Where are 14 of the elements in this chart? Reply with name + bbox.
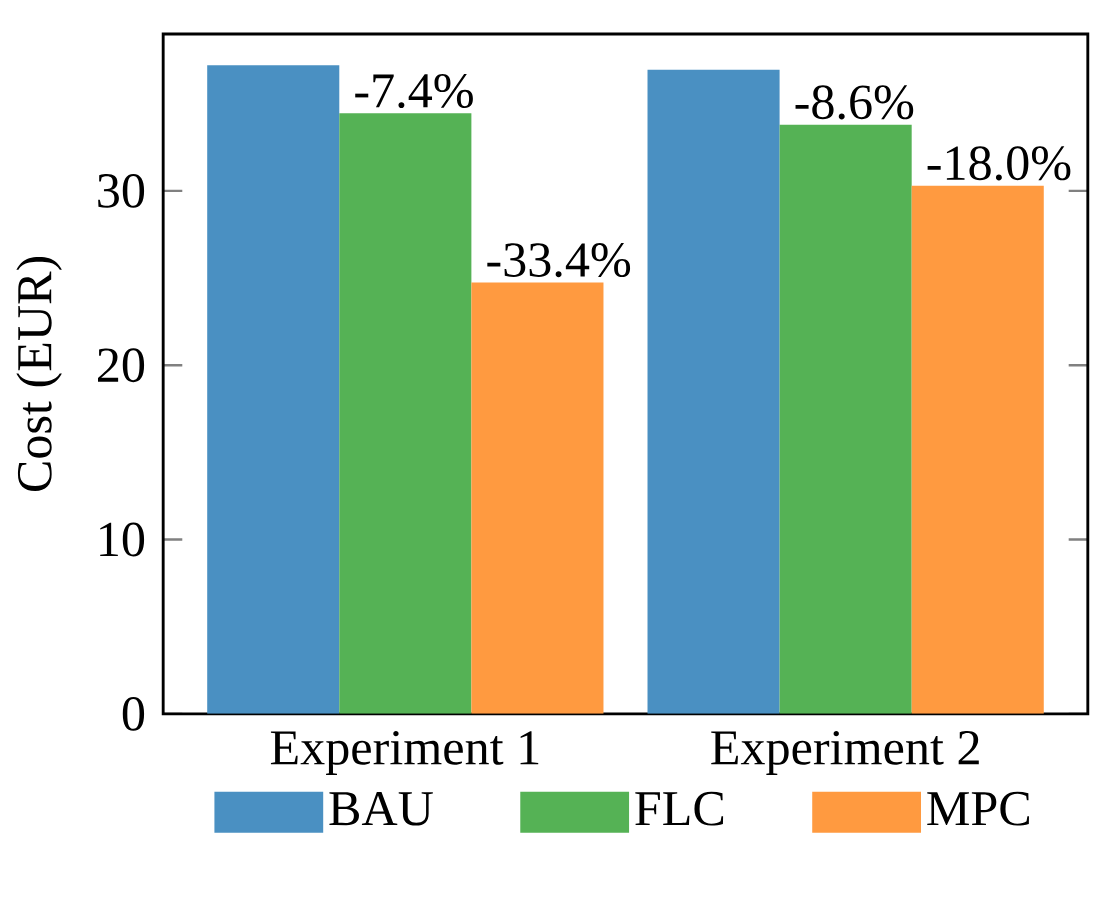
annotation: -33.4%	[487, 242, 631, 277]
x-tick-label: Experiment 2	[711, 730, 979, 775]
annotation: -8.6%	[795, 85, 914, 120]
y-tick-label: 10	[100, 522, 145, 557]
y-tick-label: 0	[122, 696, 145, 731]
legend-label: BAU	[329, 791, 433, 826]
y-axis-title: Cost (EUR)	[16, 256, 62, 491]
annotation: -18.0%	[927, 146, 1071, 181]
annotation: -7.4%	[355, 73, 473, 108]
legend-label: MPC	[927, 791, 1029, 826]
legend-label: FLC	[635, 791, 724, 826]
y-tick-label: 30	[98, 173, 145, 208]
x-tick-label: Experiment 1	[270, 730, 539, 775]
y-tick-label: 20	[98, 348, 145, 382]
